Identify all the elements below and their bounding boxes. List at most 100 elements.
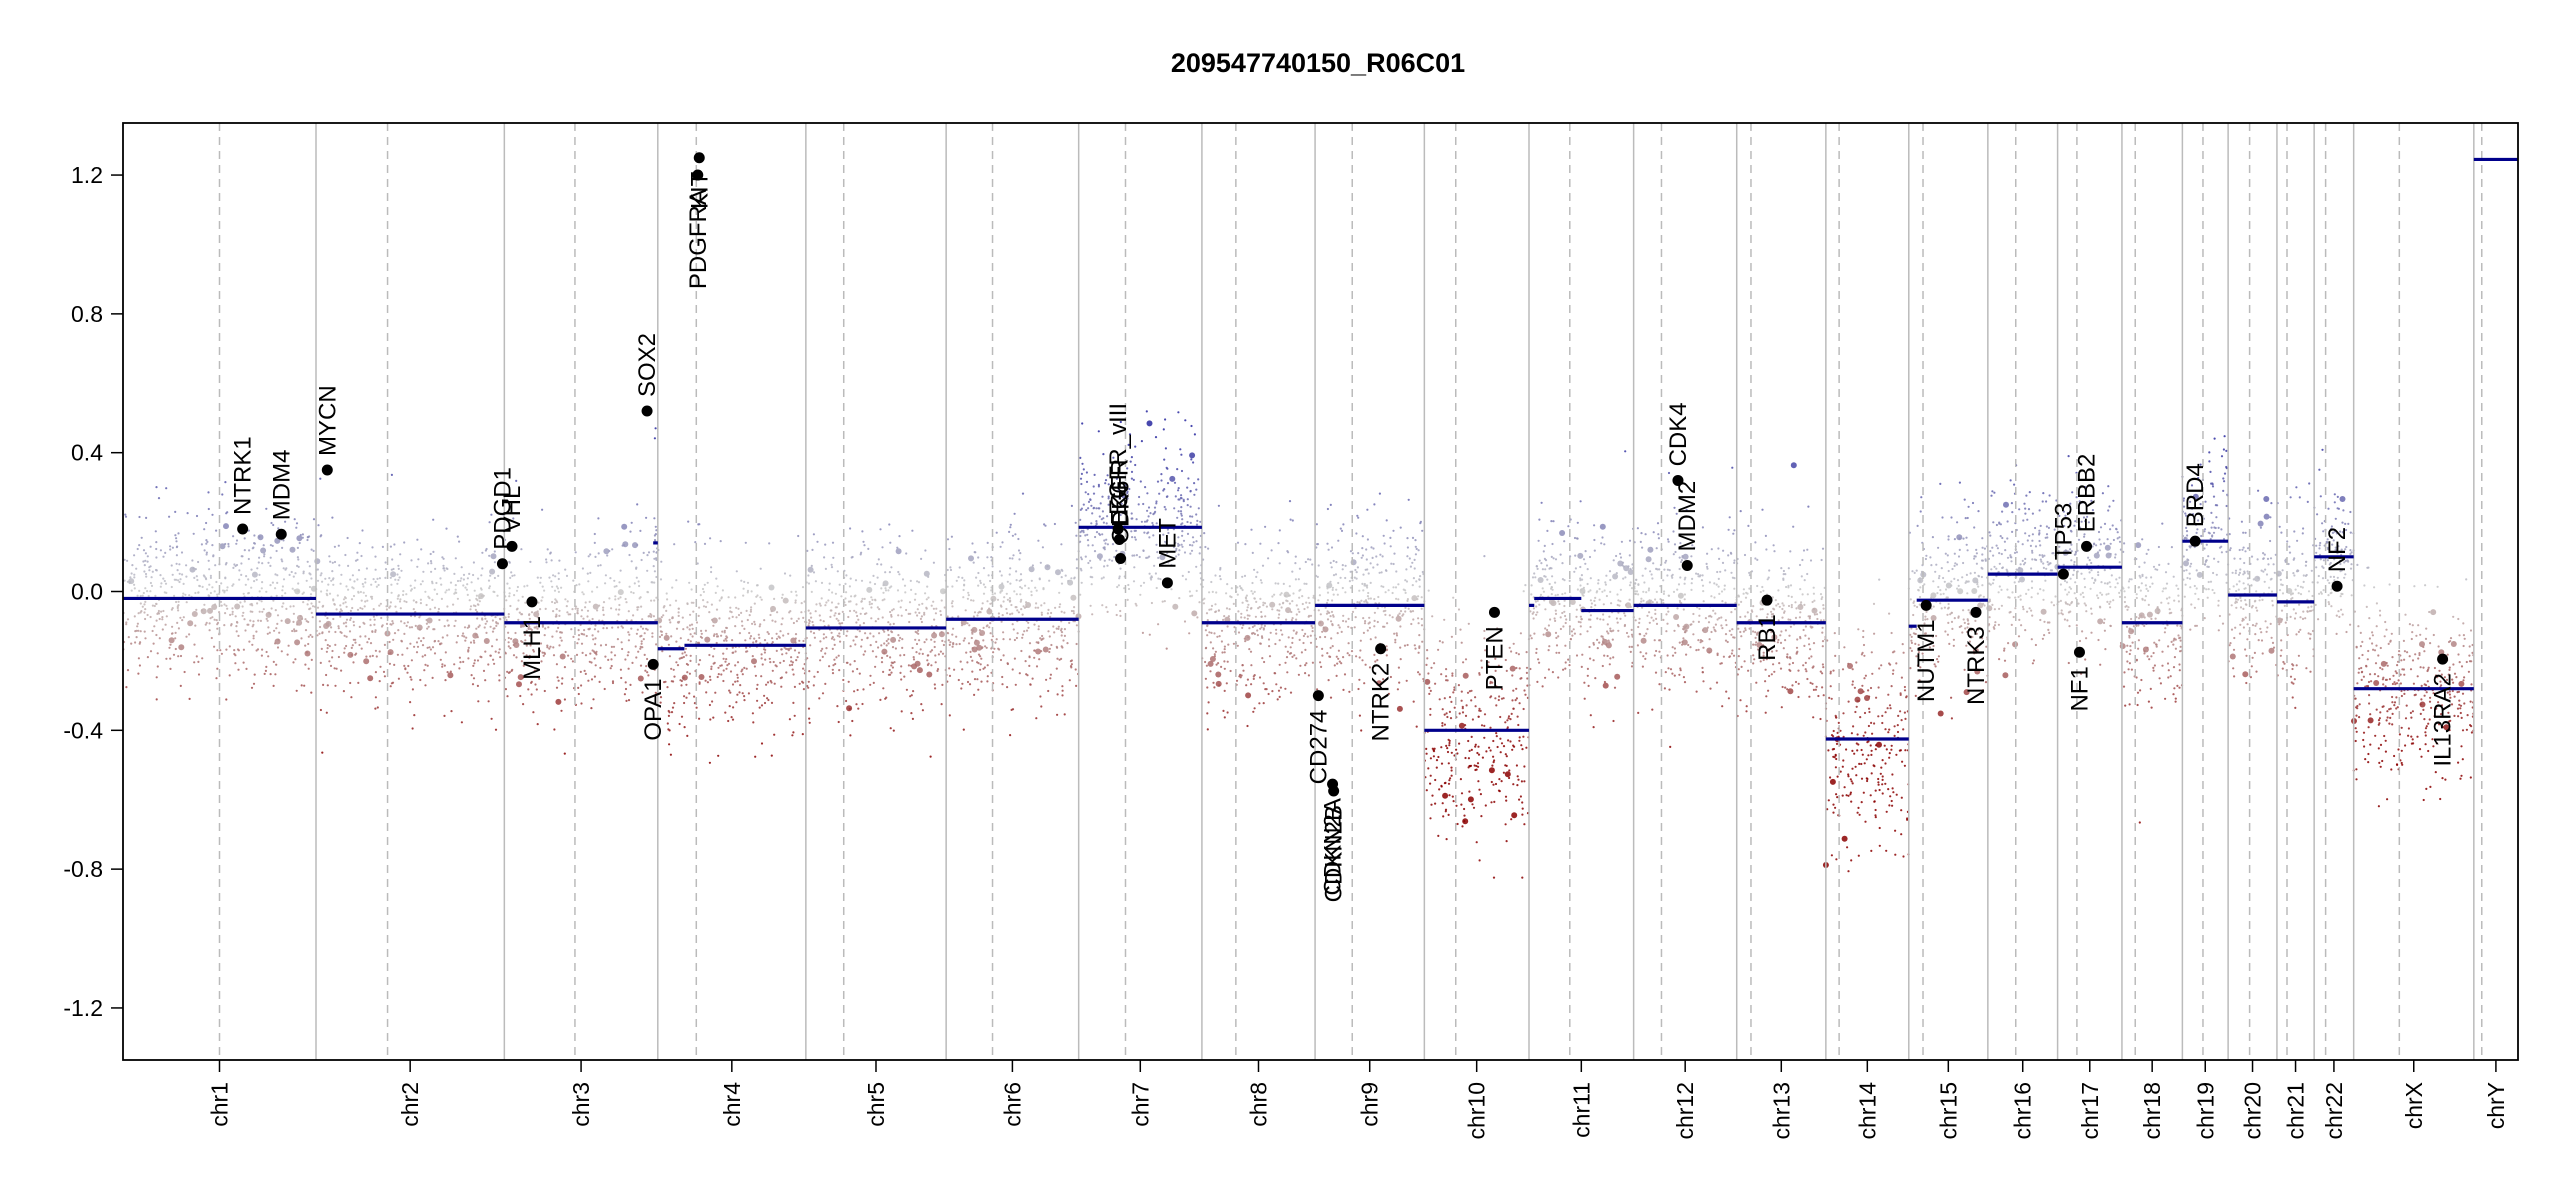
probe-point	[170, 585, 173, 589]
probe-point	[409, 642, 412, 645]
probe-point	[1113, 555, 1116, 558]
probe-point	[990, 589, 993, 592]
probe-point	[1541, 587, 1544, 590]
probe-point	[297, 558, 300, 561]
probe-point	[575, 584, 578, 587]
probe-point	[1271, 595, 1274, 598]
probe-point	[671, 706, 675, 709]
probe-point	[1652, 619, 1655, 622]
probe-point	[735, 701, 738, 704]
probe-point	[650, 599, 653, 602]
probe-point	[1603, 654, 1606, 657]
probe-point	[710, 665, 713, 668]
probe-point	[970, 636, 973, 640]
probe-point	[1160, 479, 1163, 482]
probe-point	[540, 660, 543, 663]
probe-point	[391, 558, 394, 561]
probe-point	[941, 652, 945, 655]
probe-point	[1348, 654, 1351, 657]
probe-point	[1441, 724, 1444, 727]
probe-point	[639, 645, 642, 649]
probe-point	[971, 631, 974, 634]
probe-point	[1357, 687, 1360, 691]
probe-point	[405, 593, 408, 596]
probe-point	[750, 590, 753, 593]
probe-point	[1383, 625, 1386, 628]
probe-point	[205, 539, 208, 542]
probe-point	[1214, 603, 1217, 606]
probe-point	[919, 617, 923, 621]
probe-point	[645, 516, 648, 519]
probe-point	[897, 614, 900, 617]
probe-point	[961, 682, 964, 685]
probe-point	[253, 534, 256, 537]
probe-point	[141, 594, 144, 597]
probe-point	[1148, 633, 1151, 636]
probe-point	[1233, 626, 1236, 629]
probe-point	[1425, 663, 1428, 667]
probe-point	[1624, 614, 1627, 617]
probe-point	[1371, 556, 1374, 560]
probe-point	[997, 647, 1000, 650]
probe-point	[149, 545, 152, 548]
probe-point	[1536, 567, 1539, 571]
probe-point	[1394, 586, 1398, 589]
probe-point	[710, 667, 713, 671]
probe-point	[1329, 696, 1333, 699]
probe-point	[483, 626, 486, 629]
probe-point	[1483, 724, 1486, 728]
probe-point	[977, 688, 980, 691]
probe-point	[759, 596, 762, 599]
probe-point	[586, 615, 589, 618]
probe-point	[802, 681, 805, 684]
probe-point	[753, 623, 757, 626]
probe-point	[1518, 702, 1521, 705]
probe-point	[1438, 698, 1441, 701]
probe-point	[443, 664, 446, 667]
probe-point	[889, 610, 892, 614]
probe-point	[1284, 687, 1287, 690]
probe-point	[250, 602, 253, 606]
probe-point	[1592, 659, 1595, 662]
probe-point	[135, 567, 138, 570]
probe-point	[929, 755, 932, 758]
probe-point	[185, 635, 188, 638]
probe-point	[390, 568, 393, 571]
probe-point	[475, 627, 478, 630]
probe-point	[1523, 765, 1526, 768]
probe-point	[1508, 646, 1511, 649]
probe-point	[1564, 621, 1567, 625]
probe-point	[1373, 619, 1376, 623]
probe-point	[1307, 674, 1310, 677]
probe-point	[1399, 658, 1402, 661]
probe-point	[331, 570, 334, 573]
probe-point	[1261, 657, 1264, 660]
probe-point	[218, 611, 221, 614]
probe-point	[961, 668, 964, 671]
probe-point	[302, 572, 305, 575]
probe-point	[1330, 620, 1333, 623]
probe-point	[192, 532, 195, 535]
probe-point	[253, 673, 256, 676]
probe-point	[1215, 591, 1218, 594]
probe-point	[1324, 606, 1327, 609]
probe-point	[780, 648, 783, 651]
probe-point	[1363, 600, 1366, 603]
probe-point	[1536, 611, 1539, 614]
probe-point	[1060, 543, 1063, 546]
probe-point	[1197, 478, 1200, 481]
probe-point	[1104, 479, 1108, 482]
probe-point	[1044, 564, 1051, 571]
probe-point	[175, 537, 178, 540]
probe-point	[1162, 428, 1165, 431]
probe-point	[793, 685, 797, 689]
probe-point	[1662, 602, 1665, 605]
probe-point	[571, 660, 575, 663]
probe-point	[1417, 622, 1420, 625]
probe-point	[1027, 621, 1030, 624]
probe-point	[1196, 616, 1199, 619]
probe-point	[219, 649, 222, 652]
probe-point	[1549, 566, 1552, 570]
probe-point	[208, 629, 211, 632]
probe-point	[1384, 613, 1387, 616]
